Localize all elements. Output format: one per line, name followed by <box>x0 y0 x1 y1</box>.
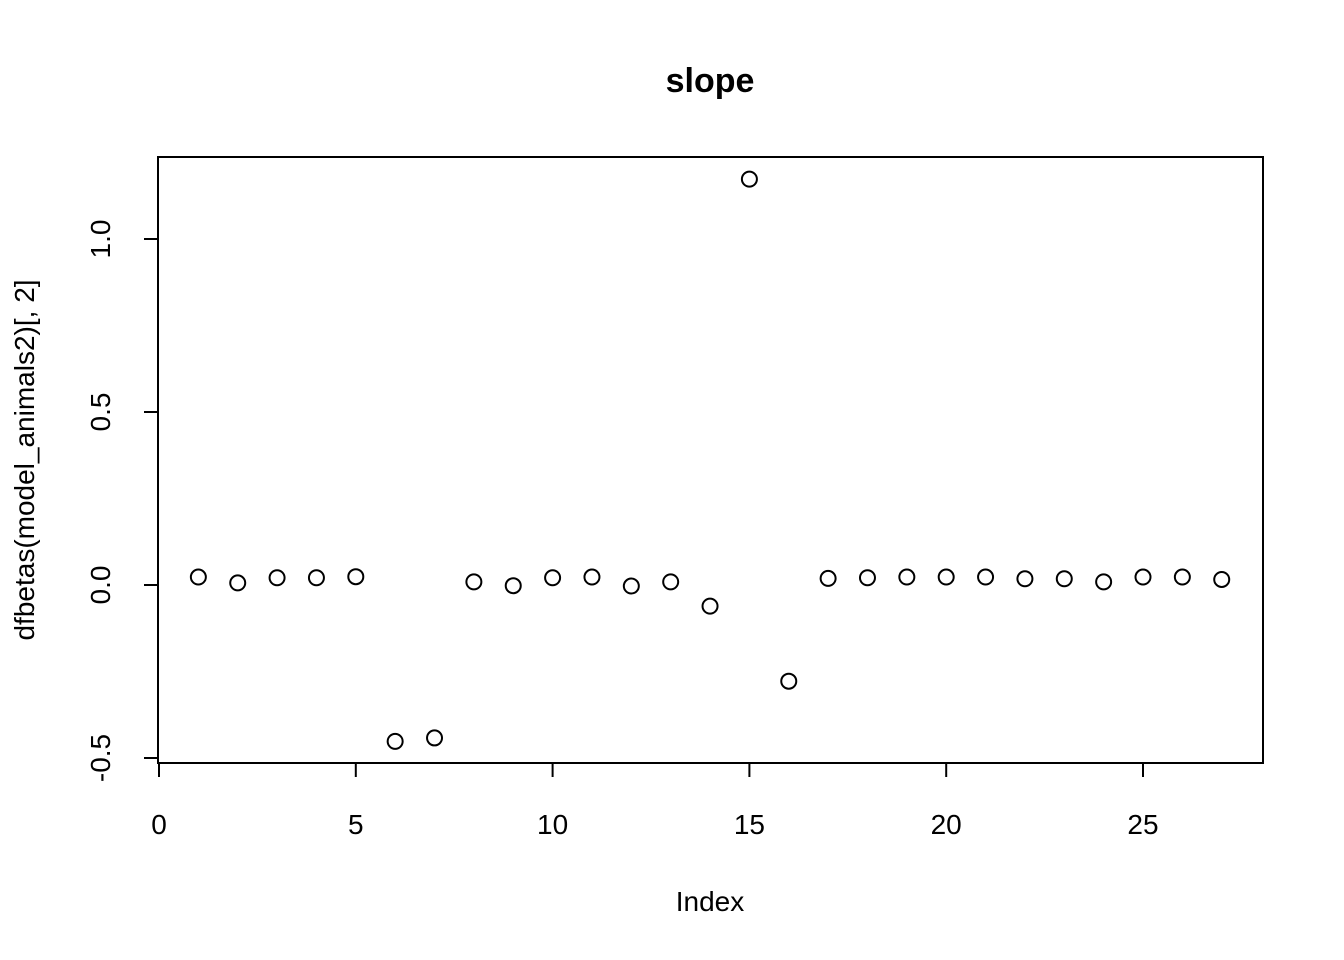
data-point <box>1055 570 1073 588</box>
data-point <box>1134 568 1152 586</box>
y-axis: -0.5 0.0 0.5 1.0 <box>85 220 159 782</box>
x-tick-label: 0 <box>151 809 167 840</box>
data-point <box>898 568 916 586</box>
y-tick-label: 0.0 <box>85 566 116 605</box>
data-points <box>189 170 1231 750</box>
data-point <box>307 569 325 587</box>
chart-title: slope <box>666 62 755 100</box>
x-tick-label: 5 <box>348 809 364 840</box>
data-point <box>426 729 444 747</box>
data-point <box>819 569 837 587</box>
x-tick-label: 25 <box>1127 809 1158 840</box>
y-tick-label: 0.5 <box>85 393 116 432</box>
x-tick-label: 10 <box>537 809 568 840</box>
data-point <box>1213 570 1231 588</box>
data-point <box>977 568 995 586</box>
data-point <box>937 568 955 586</box>
y-axis-label: dfbetas(model_animals2)[, 2] <box>9 279 40 640</box>
data-point <box>1173 568 1191 586</box>
x-tick-label: 20 <box>931 809 962 840</box>
data-point <box>701 597 719 615</box>
data-point <box>544 569 562 587</box>
data-point <box>662 573 680 591</box>
data-point <box>1095 573 1113 591</box>
x-axis: 0 5 10 15 20 25 <box>151 762 1159 840</box>
data-point <box>740 170 758 188</box>
y-tick-label: -0.5 <box>85 734 116 782</box>
data-point <box>1016 570 1034 588</box>
data-point <box>268 569 286 587</box>
data-point <box>347 568 365 586</box>
x-tick-label: 15 <box>734 809 765 840</box>
data-point <box>189 568 207 586</box>
plot-frame <box>157 156 1264 764</box>
data-point <box>583 568 601 586</box>
data-point <box>858 569 876 587</box>
data-point <box>229 574 247 592</box>
data-point <box>504 577 522 595</box>
data-point <box>386 732 404 750</box>
data-point <box>780 672 798 690</box>
y-tick-label: 1.0 <box>85 220 116 259</box>
data-point <box>465 573 483 591</box>
x-axis-label: Index <box>676 886 745 917</box>
data-point <box>622 577 640 595</box>
